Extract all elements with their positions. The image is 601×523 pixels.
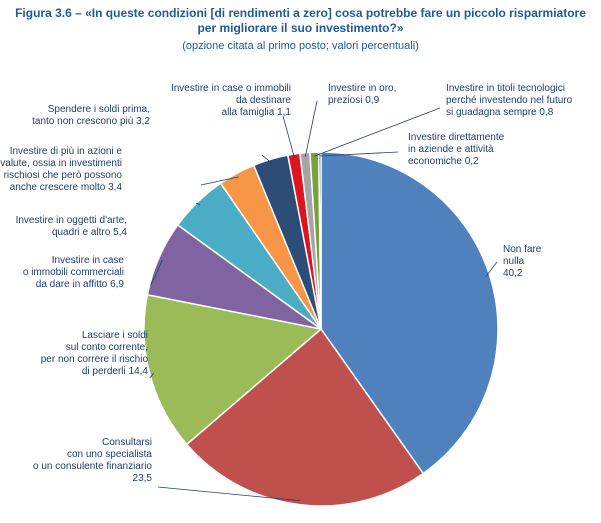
chart-title-line-1: Figura 3.6 – «In queste condizioni [di r… <box>15 6 586 20</box>
slice-label-line: si guadagna sempre 0,8 <box>446 107 554 118</box>
slice-label-line: anche crescere molto 3,4 <box>10 182 123 193</box>
leader-line <box>157 486 300 502</box>
slice-label: Investire in titoli tecnologici perché in… <box>446 83 573 118</box>
slice-label-line: di perderli 14,4 <box>82 366 149 377</box>
chart-title-line-2: per migliorare il suo investimento?» <box>197 21 404 35</box>
leader-line <box>314 107 441 157</box>
slice-label-line: preziosi 0,9 <box>328 95 380 106</box>
slice-label-line: o immobili commerciali <box>23 267 124 278</box>
leader-line <box>261 154 272 164</box>
chart-title: Figura 3.6 – «In queste condizioni [di r… <box>0 6 601 36</box>
slice-label: Investire in oro, preziosi 0,9 <box>328 83 396 106</box>
slice-label-line: alla famiglia 1,1 <box>222 107 292 118</box>
pie-slice <box>185 327 425 507</box>
slice-label-line: quadri e altro 5,4 <box>52 227 127 238</box>
slice-label-line: o un consulente finanziario <box>33 461 152 472</box>
slice-label-line: nulla <box>503 256 525 267</box>
pie-slice <box>320 151 499 475</box>
slice-label-line: da dare in affitto 6,9 <box>36 279 125 290</box>
pie-slice <box>318 151 322 330</box>
slice-label-line: 40,2 <box>503 268 523 279</box>
slice-label: Investire in case o immobili commerciali d… <box>23 255 125 290</box>
slice-label: Investire direttamente in aziende e attiv… <box>408 132 505 167</box>
slice-label-line: tanto non crescono più 3,2 <box>32 116 150 127</box>
slice-label-line: Investire direttamente <box>408 132 505 143</box>
slice-label: Investire in case o immobili da destinare… <box>171 83 291 118</box>
leader-line <box>304 100 318 157</box>
slice-label-line: Investire in case <box>52 255 125 266</box>
slice-label-line: rischiosi che però possono <box>4 170 123 181</box>
slice-label-line: Investire di più in azioni e <box>10 146 123 157</box>
slice-label-line: da destinare <box>236 95 291 106</box>
slice-label-line: 23,5 <box>133 473 153 484</box>
slice-label-line: in aziende e attività <box>408 144 494 155</box>
leader-line <box>485 261 498 277</box>
slice-label: Non fare nulla 40,2 <box>503 244 542 279</box>
slice-label: Lasciare i soldi sul conto corrente, per n… <box>41 330 149 377</box>
leader-line <box>319 151 399 157</box>
slice-label-line: perché investendo nel futuro <box>446 95 573 106</box>
slice-labels: Non fare nulla 40,2 Consultarsi con uno spec… <box>0 83 572 484</box>
slice-label-line: Investire in oro, <box>328 83 396 94</box>
leader-lines <box>149 100 498 502</box>
slice-label-line: con uno specialista <box>67 449 152 460</box>
chart-subtitle: (opzione citata al primo posto; valori p… <box>182 40 419 52</box>
leader-line <box>150 259 163 286</box>
leader-line <box>195 202 201 206</box>
slice-label: Spendere i soldi prima, tanto non crescon… <box>32 104 150 127</box>
leader-line <box>149 372 155 379</box>
slice-label: Investire in oggetti d'arte, quadri e alt… <box>16 215 128 238</box>
slice-label-line: Investire in case o immobili <box>171 83 291 94</box>
pie-slices <box>143 151 499 507</box>
slice-label-line: Investire in oggetti d'arte, <box>16 215 127 226</box>
slice-label-line: Non fare <box>503 244 542 255</box>
slice-label-line: economiche 0,2 <box>408 156 479 167</box>
pie-slice <box>143 293 323 446</box>
slice-label-line: per non correre il rischio <box>41 354 149 365</box>
leader-line <box>200 176 239 186</box>
slice-label-line: Spendere i soldi prima, <box>48 104 150 115</box>
slice-label-line: valute, ossia in investimenti <box>0 158 122 169</box>
slice-label-line: sul conto corrente, <box>66 342 148 353</box>
slice-label-line: Investire in titoli tecnologici <box>446 83 565 94</box>
slice-label: Consultarsi con uno specialista o un consu… <box>33 437 152 484</box>
leader-line <box>282 115 295 159</box>
slice-label: Investire di più in azioni e valute, ossi… <box>0 146 122 193</box>
slice-label-line: Consultarsi <box>102 437 152 448</box>
slice-label-line: Lasciare i soldi <box>82 330 148 341</box>
